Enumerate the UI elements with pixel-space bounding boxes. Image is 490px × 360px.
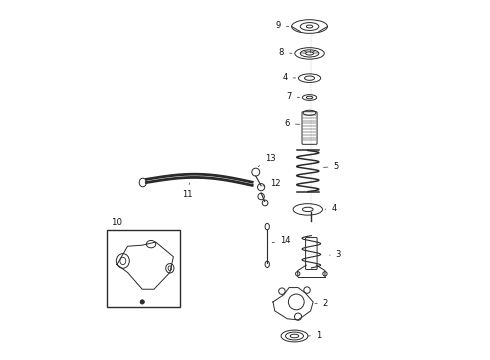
Text: 12: 12 [263, 179, 281, 188]
Text: 5: 5 [323, 162, 339, 171]
Text: 2: 2 [315, 298, 328, 307]
Text: 7: 7 [286, 92, 299, 101]
Text: 9: 9 [275, 21, 289, 30]
Text: 1: 1 [308, 331, 321, 340]
Circle shape [140, 300, 145, 304]
Text: 14: 14 [272, 237, 291, 246]
Text: 4: 4 [325, 204, 337, 213]
Text: 10: 10 [111, 217, 122, 226]
Text: 4: 4 [282, 73, 295, 82]
Text: 8: 8 [279, 48, 292, 57]
Text: 6: 6 [285, 119, 299, 128]
Text: 3: 3 [330, 250, 341, 259]
Text: 11: 11 [182, 183, 193, 199]
Bar [107, 230, 180, 307]
Text: 13: 13 [258, 154, 275, 167]
